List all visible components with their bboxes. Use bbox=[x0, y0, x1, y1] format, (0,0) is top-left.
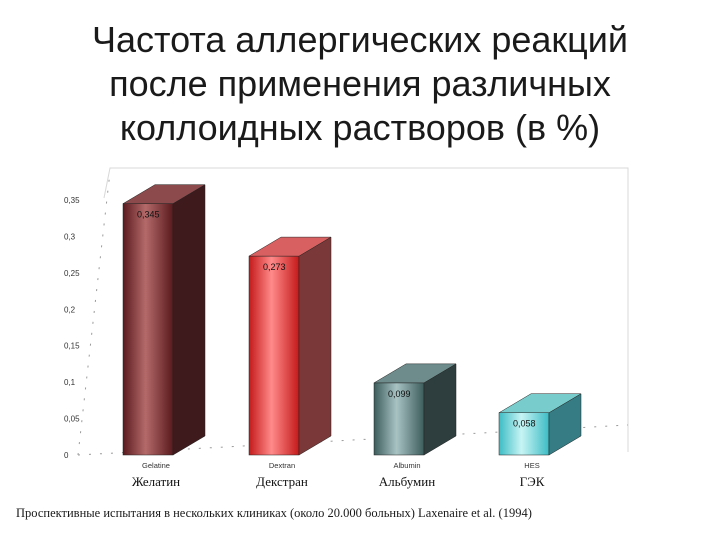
x-axis-labels: Gelatine Желатин Dextran Декстран Albumin Аль… bbox=[132, 461, 545, 489]
title-line-1: Частота аллергических реакций bbox=[91, 19, 629, 60]
data-label: 0,345 bbox=[137, 210, 160, 220]
x-tick-label: Gelatine bbox=[142, 461, 170, 470]
bar-hes: 0,058 bbox=[498, 393, 582, 456]
bar-top-face bbox=[248, 236, 332, 257]
y-tick-label: 0,3 bbox=[64, 232, 76, 241]
y-tick-label: 0,1 bbox=[64, 378, 76, 387]
y-tick-label: 0,2 bbox=[64, 305, 76, 314]
bar-dextran: 0,273 bbox=[248, 236, 332, 456]
y-axis: 0 0,05 0,1 0,15 0,2 0,25 0,3 0,35 bbox=[64, 196, 80, 460]
bar-front-face bbox=[248, 255, 300, 456]
bars: 0,345 0,273 0,099 0,058 bbox=[122, 184, 582, 456]
bar-albumin: 0,099 bbox=[373, 363, 457, 456]
x-tick-label: HES bbox=[524, 461, 539, 470]
title-line-2: после применения различных bbox=[109, 63, 611, 104]
category-label-ru: Желатин bbox=[132, 474, 180, 489]
bar-front-face bbox=[122, 203, 174, 456]
plot-frame bbox=[77, 167, 629, 456]
category-label-ru: Декстран bbox=[256, 474, 308, 489]
bar-side-face bbox=[172, 184, 206, 456]
bar-gelatine: 0,345 bbox=[122, 184, 206, 456]
x-tick-label: Albumin bbox=[393, 461, 420, 470]
data-label: 0,099 bbox=[388, 389, 411, 399]
bar-side-face bbox=[298, 236, 332, 456]
footnote: Проспективные испытания в нескольких кли… bbox=[16, 506, 532, 520]
y-tick-label: 0,25 bbox=[64, 269, 80, 278]
y-tick-label: 0,05 bbox=[64, 415, 80, 424]
bar-front-face bbox=[373, 382, 425, 456]
chart-title: Частота аллергических реакций после прим… bbox=[0, 18, 720, 150]
bar-top-face bbox=[498, 393, 582, 413]
bar-top-face bbox=[122, 184, 206, 204]
category-label-ru: ГЭК bbox=[520, 474, 545, 489]
y-tick-label: 0,15 bbox=[64, 342, 80, 351]
data-label: 0,273 bbox=[263, 262, 286, 272]
x-tick-label: Dextran bbox=[269, 461, 295, 470]
data-label: 0,058 bbox=[513, 419, 536, 429]
y-tick-label: 0,35 bbox=[64, 196, 80, 205]
y-tick-label: 0 bbox=[64, 451, 69, 460]
category-label-ru: Альбумин bbox=[379, 474, 435, 489]
bar-top-face bbox=[373, 363, 457, 384]
bar-front-face bbox=[498, 412, 550, 456]
title-line-3: коллоидных растворов (в %) bbox=[119, 107, 601, 148]
